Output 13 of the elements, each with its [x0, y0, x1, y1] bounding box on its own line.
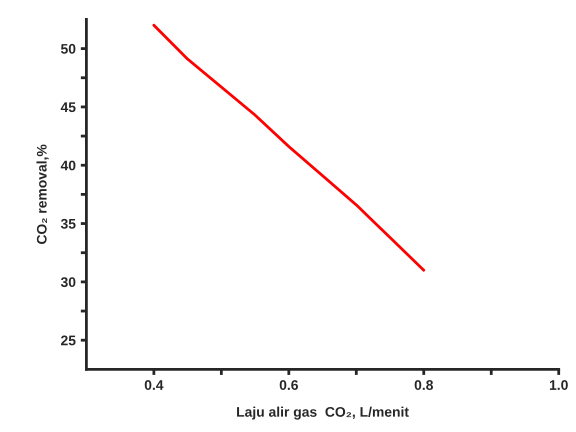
x-tick-label: 0.6 — [280, 380, 298, 390]
y-tick-label: 40 — [60, 160, 76, 170]
y-tick-label: 45 — [60, 102, 76, 112]
x-tick-label: 1.0 — [550, 380, 568, 390]
y-tick-label: 50 — [60, 44, 76, 54]
y-tick-label: 25 — [61, 336, 76, 346]
y-tick-label: 35 — [60, 218, 76, 229]
line-series — [152, 24, 426, 272]
y-axis-title: CO₂ removal,% — [36, 144, 49, 244]
x-tick-label: 0.4 — [144, 380, 164, 390]
y-tick-label: 30 — [60, 277, 76, 288]
x-tick-label: 0.8 — [414, 380, 433, 390]
x-axis-title: Laju alir gas CO₂, L/menit — [237, 406, 409, 420]
